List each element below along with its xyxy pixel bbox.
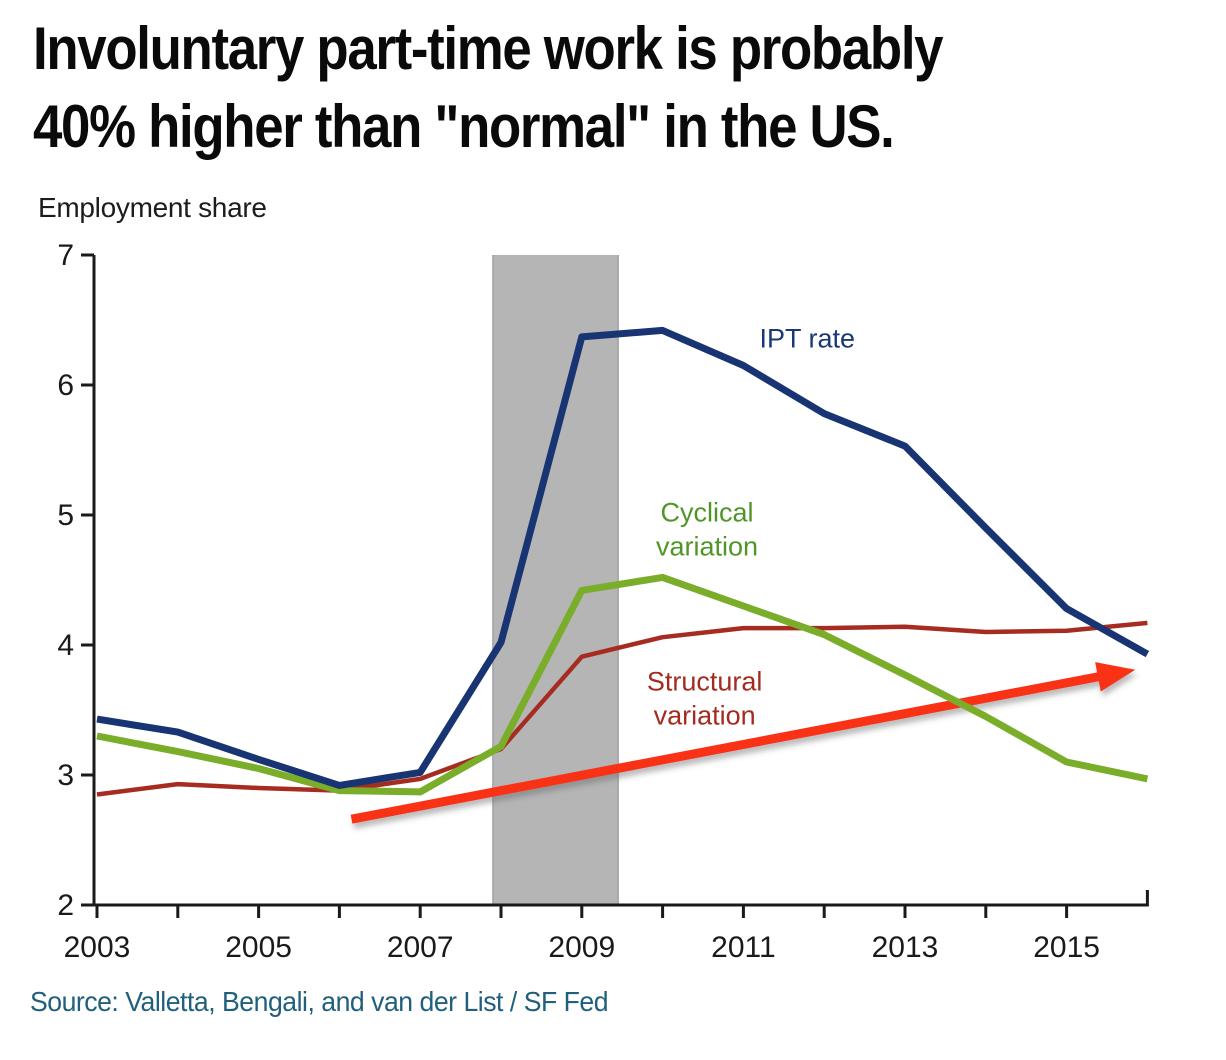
x-tick-label-2013: 2013 [872, 931, 939, 960]
annotation-cyclical-variation-line-1: Cyclical [661, 498, 754, 528]
trend-arrow-head [1095, 662, 1136, 692]
y-tick-label-5: 5 [57, 499, 74, 532]
y-tick-label-6: 6 [57, 369, 74, 402]
trend-arrow [350, 662, 1136, 824]
y-axis-title: Employment share [38, 192, 267, 223]
x-tick-label-2005: 2005 [225, 931, 292, 960]
recession-band [492, 255, 619, 905]
series-line-cyclical-variation [96, 573, 1149, 796]
x-tick-label-2007: 2007 [387, 931, 454, 960]
x-tick-label-2015: 2015 [1033, 931, 1100, 960]
annotation-ipt-rate-line-1: IPT rate [759, 323, 855, 353]
annotation-structural-variation-line-1: Structural [647, 667, 763, 697]
y-tick-label-3: 3 [57, 759, 74, 792]
trend-arrow-shaft [350, 669, 1116, 824]
chart-title-line-2: 40% higher than "normal" in the US. [33, 93, 895, 160]
source-caption: Source: Valletta, Bengali, and van der L… [30, 986, 609, 1017]
annotation-structural-variation-line-2: variation [654, 701, 756, 731]
x-tick-label-2009: 2009 [548, 931, 615, 960]
x-tick-label-2003: 2003 [64, 931, 131, 960]
series-line-ipt-rate [96, 326, 1150, 789]
y-tick-label-4: 4 [57, 629, 74, 662]
employment-share-chart: 2 3 4 5 6 7 2003 2005 2007 2009 2011 2013 2015 IPT ra… [57, 239, 1150, 960]
y-tick-label-7: 7 [57, 239, 74, 272]
chart-title: Involuntary part-time work is probably 4… [33, 10, 944, 166]
series-line-structural-variation [96, 620, 1148, 797]
x-tick-label-2011: 2011 [711, 931, 776, 960]
y-tick-label-2: 2 [57, 889, 74, 922]
chart-title-line-1: Involuntary part-time work is probably [33, 15, 944, 82]
annotation-cyclical-variation-line-2: variation [656, 532, 758, 562]
